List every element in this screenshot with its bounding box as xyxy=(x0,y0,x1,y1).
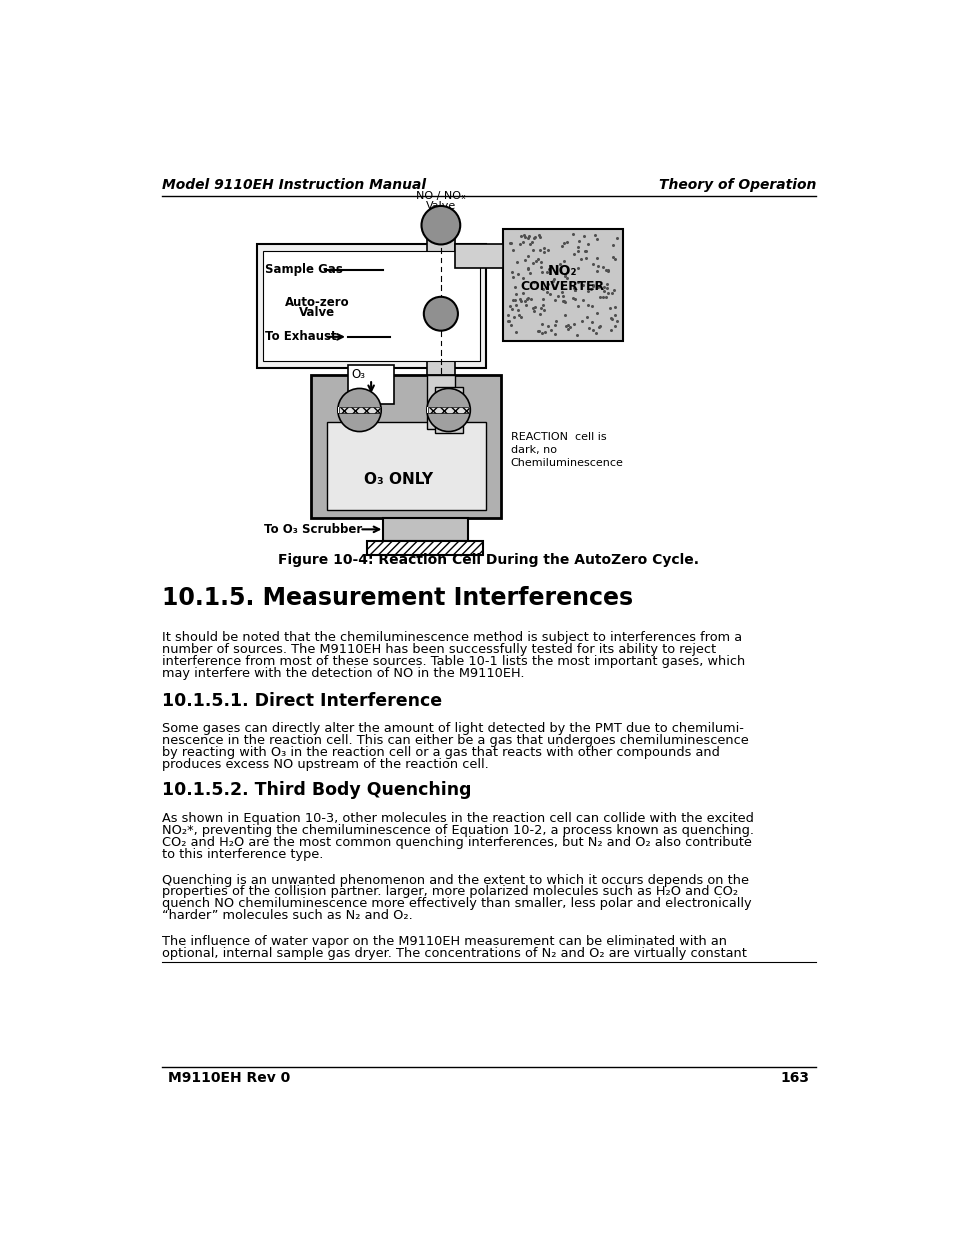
Text: 10.1.5. Measurement Interferences: 10.1.5. Measurement Interferences xyxy=(162,585,633,610)
Text: Valve: Valve xyxy=(425,201,456,211)
Bar xyxy=(257,245,485,368)
Text: Theory of Operation: Theory of Operation xyxy=(658,178,815,193)
Text: dark, no: dark, no xyxy=(510,445,556,454)
Text: 10.1.5.2. Third Body Quenching: 10.1.5.2. Third Body Quenching xyxy=(162,782,471,799)
Text: NO / NOₓ: NO / NOₓ xyxy=(416,191,465,201)
Text: to this interference type.: to this interference type. xyxy=(162,847,323,861)
Text: O₃ ONLY: O₃ ONLY xyxy=(363,472,433,487)
Polygon shape xyxy=(430,410,467,411)
Bar xyxy=(263,251,479,362)
Polygon shape xyxy=(340,410,377,411)
Text: Some gases can directly alter the amount of light detected by the PMT due to che: Some gases can directly alter the amount… xyxy=(162,721,743,735)
Text: Figure 10-4: Reaction Cell During the AutoZero Cycle.: Figure 10-4: Reaction Cell During the Au… xyxy=(278,553,699,567)
Text: may interfere with the detection of NO in the M9110EH.: may interfere with the detection of NO i… xyxy=(162,667,524,679)
Text: 10.1.5.1. Direct Interference: 10.1.5.1. Direct Interference xyxy=(162,692,441,710)
Bar xyxy=(327,421,485,510)
Bar xyxy=(435,387,462,401)
Text: Model 9110EH Instruction Manual: Model 9110EH Instruction Manual xyxy=(162,178,426,193)
Bar xyxy=(435,419,462,433)
Text: CO₂ and H₂O are the most common quenching interferences, but N₂ and O₂ also cont: CO₂ and H₂O are the most common quenchin… xyxy=(162,836,751,848)
Bar xyxy=(367,541,483,555)
Bar xyxy=(427,375,455,430)
Bar xyxy=(337,406,381,412)
Bar xyxy=(382,517,468,541)
Text: The influence of water vapor on the M9110EH measurement can be eliminated with a: The influence of water vapor on the M911… xyxy=(162,935,726,948)
Text: number of sources. The M9110EH has been successfully tested for its ability to r: number of sources. The M9110EH has been … xyxy=(162,643,716,656)
Text: To Exhaust: To Exhaust xyxy=(265,330,336,343)
Circle shape xyxy=(337,389,381,431)
Text: optional, internal sample gas dryer. The concentrations of N₂ and O₂ are virtual: optional, internal sample gas dryer. The… xyxy=(162,947,746,960)
Text: NO₂: NO₂ xyxy=(547,264,577,278)
Bar xyxy=(339,406,379,412)
Text: REACTION  cell is: REACTION cell is xyxy=(510,432,605,442)
Text: To O₃ Scrubber: To O₃ Scrubber xyxy=(264,522,362,536)
Text: As shown in Equation 10-3, other molecules in the reaction cell can collide with: As shown in Equation 10-3, other molecul… xyxy=(162,811,753,825)
Text: nescence in the reaction cell. This can either be a gas that undergoes chemilumi: nescence in the reaction cell. This can … xyxy=(162,734,748,747)
Polygon shape xyxy=(430,409,467,410)
Text: Chemiluminescence: Chemiluminescence xyxy=(510,458,623,468)
Text: M9110EH Rev 0: M9110EH Rev 0 xyxy=(168,1071,290,1084)
Bar xyxy=(348,366,394,404)
Text: properties of the collision partner. larger, more polarized molecules such as H₂: properties of the collision partner. lar… xyxy=(162,885,738,899)
Text: It should be noted that the chemiluminescence method is subject to interferences: It should be noted that the chemilumines… xyxy=(162,631,741,643)
Text: Quenching is an unwanted phenomenon and the extent to which it occurs depends on: Quenching is an unwanted phenomenon and … xyxy=(162,873,748,887)
Text: 163: 163 xyxy=(780,1071,809,1084)
Text: produces excess NO upstream of the reaction cell.: produces excess NO upstream of the react… xyxy=(162,757,488,771)
Text: NO₂*, preventing the chemiluminescence of Equation 10-2, a process known as quen: NO₂*, preventing the chemiluminescence o… xyxy=(162,824,753,837)
Circle shape xyxy=(421,206,459,245)
Text: Valve: Valve xyxy=(298,306,335,319)
Bar xyxy=(311,375,500,517)
Text: “harder” molecules such as N₂ and O₂.: “harder” molecules such as N₂ and O₂. xyxy=(162,909,413,923)
Bar xyxy=(502,228,622,341)
Text: Auto-zero: Auto-zero xyxy=(284,295,349,309)
Bar xyxy=(427,221,455,379)
Circle shape xyxy=(427,389,470,431)
Circle shape xyxy=(423,296,457,331)
Bar xyxy=(427,406,470,412)
Polygon shape xyxy=(340,409,377,410)
Text: by reacting with O₃ in the reaction cell or a gas that reacts with other compoun: by reacting with O₃ in the reaction cell… xyxy=(162,746,719,758)
Text: quench NO chemiluminescence more effectively than smaller, less polar and electr: quench NO chemiluminescence more effecti… xyxy=(162,898,751,910)
Bar xyxy=(455,245,502,268)
Text: Sample Gas: Sample Gas xyxy=(265,263,342,277)
Text: CONVERTER: CONVERTER xyxy=(520,280,604,293)
Text: interference from most of these sources. Table 10-1 lists the most important gas: interference from most of these sources.… xyxy=(162,655,744,668)
Text: O₃: O₃ xyxy=(352,368,365,382)
Bar xyxy=(428,406,468,412)
